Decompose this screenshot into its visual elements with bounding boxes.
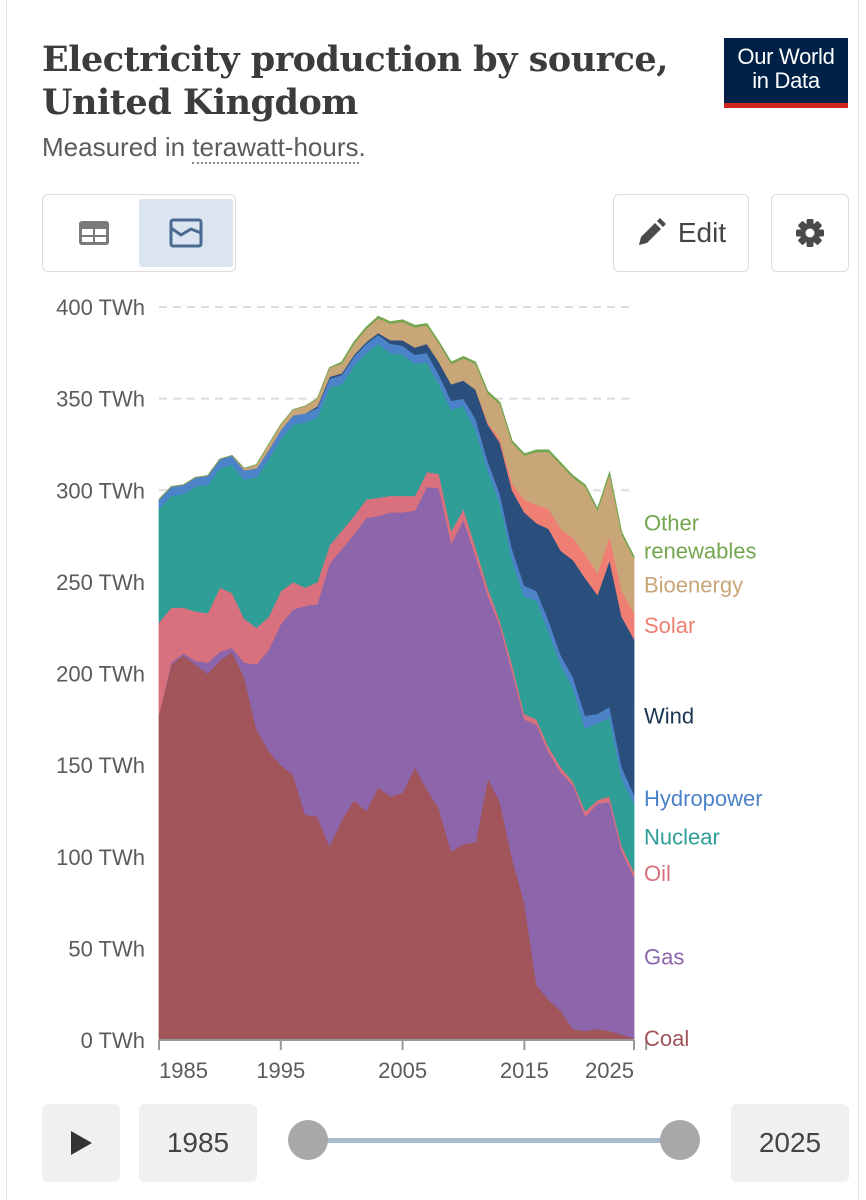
y-tick-label: 300 TWh: [56, 478, 145, 503]
logo-line-1: Our World: [737, 44, 835, 69]
end-year-box[interactable]: 2025: [731, 1104, 849, 1182]
subtitle-prefix: Measured in: [42, 132, 193, 162]
y-tick-label: 0 TWh: [81, 1028, 145, 1053]
end-handle[interactable]: [660, 1120, 700, 1160]
x-tick-label: 1985: [159, 1058, 208, 1083]
legend-oil[interactable]: Oil: [644, 861, 671, 886]
chart-tab[interactable]: [139, 199, 233, 267]
view-toggle: [42, 194, 236, 272]
gear-icon: [796, 219, 824, 247]
legend-other-renewables[interactable]: Other renewables: [644, 511, 757, 564]
y-tick-label: 50 TWh: [68, 936, 145, 961]
unit-link[interactable]: terawatt-hours: [192, 132, 359, 164]
x-tick-label: 2005: [378, 1058, 427, 1083]
play-button[interactable]: [42, 1104, 120, 1182]
area-other-renewables[interactable]: [158, 315, 635, 559]
logo-line-2: in Data: [752, 68, 820, 93]
legend-hydropower[interactable]: Hydropower: [644, 786, 763, 811]
y-tick-label: 100 TWh: [56, 845, 145, 870]
table-icon: [79, 221, 109, 245]
legend-label: Wind: [644, 704, 694, 729]
area-chart: 0 TWh 50 TWh 100 TWh 150 TWh 200 TWh 250 TWh 3…: [56, 295, 763, 1083]
legend-label: Gas: [644, 945, 684, 970]
edit-label: Edit: [677, 217, 727, 248]
legend-gas[interactable]: Gas: [644, 945, 684, 970]
owid-logo[interactable]: Our World in Data: [724, 38, 848, 108]
start-handle[interactable]: [288, 1120, 328, 1160]
subtitle-suffix: .: [358, 132, 366, 162]
legend-label: Other: [644, 511, 699, 536]
x-tick-label: 1995: [256, 1058, 305, 1083]
legend-label: Solar: [644, 613, 695, 638]
left-border: [6, 0, 7, 1200]
y-tick-label: 400 TWh: [56, 295, 145, 320]
y-tick-label: 350 TWh: [56, 387, 145, 412]
legend-bioenergy[interactable]: Bioenergy: [644, 573, 743, 598]
legend-label: Nuclear: [644, 825, 720, 850]
timeline-track[interactable]: [308, 1138, 680, 1143]
legend-label: Coal: [644, 1026, 689, 1051]
legend-label: Oil: [644, 861, 671, 886]
y-tick-label: 150 TWh: [56, 753, 145, 778]
legend-label: Bioenergy: [644, 573, 743, 598]
x-tick-label: 2025: [585, 1058, 634, 1083]
legend-label: renewables: [644, 539, 757, 564]
legend-nuclear[interactable]: Nuclear: [644, 825, 720, 850]
y-tick-label: 200 TWh: [56, 662, 145, 687]
y-tick-label: 250 TWh: [56, 570, 145, 595]
legend-label: Hydropower: [644, 786, 763, 811]
play-icon: [71, 1131, 92, 1155]
legend-wind[interactable]: Wind: [644, 704, 694, 729]
chart-subtitle: Measured in terawatt-hours.: [42, 132, 366, 164]
chart-icon: [169, 218, 203, 248]
pencil-icon: [638, 218, 666, 245]
x-tick-label: 2015: [500, 1058, 549, 1083]
legend-coal[interactable]: Coal: [644, 1026, 689, 1051]
edit-button[interactable]: Edit: [613, 194, 749, 272]
legend-solar[interactable]: Solar: [644, 613, 695, 638]
table-tab[interactable]: [47, 199, 141, 267]
settings-button[interactable]: [771, 194, 849, 272]
right-border: [858, 0, 859, 1200]
chart-title: Electricity production by source, United…: [42, 39, 668, 123]
start-year-box[interactable]: 1985: [139, 1104, 257, 1182]
